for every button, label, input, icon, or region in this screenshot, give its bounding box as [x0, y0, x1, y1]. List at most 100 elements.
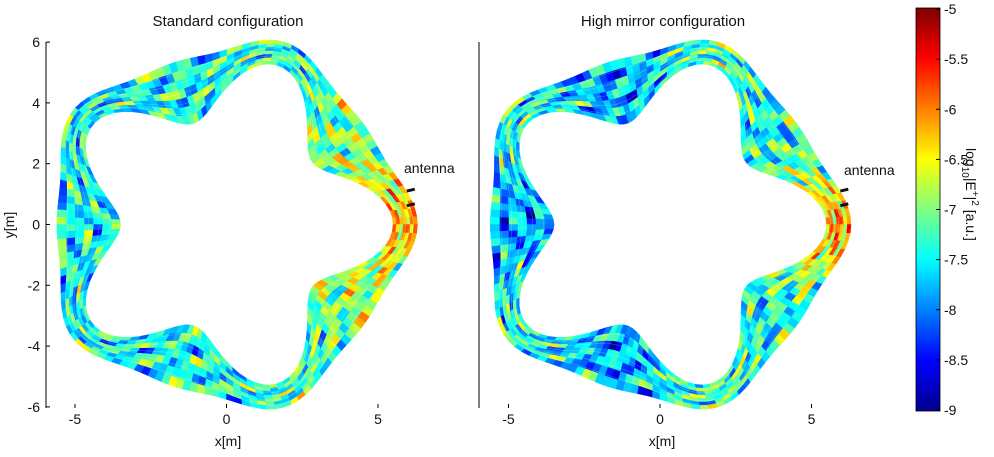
plot-area-high-mirror — [489, 39, 852, 410]
y-tick-label: 2 — [32, 156, 40, 172]
field-cell — [263, 391, 273, 396]
y-tick-label: 4 — [32, 95, 40, 111]
y-tick-label: -6 — [28, 399, 41, 415]
field-cell — [110, 219, 121, 225]
field-cell — [74, 217, 85, 225]
field-cell — [507, 230, 518, 239]
field-cell — [56, 231, 67, 240]
plot-area-standard — [56, 39, 418, 410]
colorbar-tick-label: -6 — [944, 101, 957, 117]
colorbar-tick-label: -5 — [944, 1, 957, 17]
flux-surface-line — [498, 43, 848, 406]
antenna-mark — [839, 187, 849, 193]
panel-title-standard: Standard configuration — [153, 13, 304, 30]
field-cell — [110, 224, 121, 230]
antenna-mark — [839, 202, 849, 208]
x-axis-label-high-mirror: x[m] — [649, 433, 675, 449]
field-cell — [92, 218, 103, 225]
field-cell — [846, 224, 852, 234]
field-cell — [257, 39, 268, 45]
x-ticks-high-mirror: -5 0 5 — [502, 404, 816, 427]
field-cell — [56, 224, 67, 233]
colorbar: -5 -5.5 -6 -6.5 -7 -7.5 -8 -8.5 -9 log10|E+|2 [a… — [915, 1, 980, 418]
field-cell — [264, 398, 275, 403]
field-cell — [74, 210, 85, 219]
antenna-label-high-mirror: antenna — [844, 162, 895, 178]
field-cell — [491, 194, 501, 204]
field-cell — [91, 212, 103, 220]
field-cell — [507, 204, 518, 213]
field-cell — [57, 201, 67, 211]
field-cell — [489, 216, 500, 225]
colorbar-tick-label: -8.5 — [944, 352, 968, 368]
colorbar-ticks: -5 -5.5 -6 -6.5 -7 -7.5 -8 -8.5 -9 — [936, 1, 968, 418]
field-cell — [698, 46, 708, 51]
field-cell — [263, 53, 273, 58]
x-tick-label: -5 — [502, 411, 515, 427]
field-cell — [699, 39, 710, 44]
y-ticks-standard: 6 4 2 0 -2 -4 -6 — [28, 34, 50, 415]
x-tick-label: 5 — [374, 411, 382, 427]
field-cell — [533, 213, 545, 220]
y-axis-label-standard: y[m] — [1, 212, 17, 238]
field-cell — [699, 405, 710, 410]
field-cell — [696, 391, 706, 396]
field-cell — [489, 224, 500, 233]
field-cell — [196, 383, 206, 394]
y-tick-label: 0 — [32, 217, 40, 233]
field-cell — [526, 218, 537, 225]
flux-surface-line — [81, 59, 398, 390]
colorbar-tick-label: -7.5 — [944, 252, 968, 268]
antenna-mark — [406, 187, 416, 193]
field-cell — [257, 404, 268, 410]
field-cell — [691, 39, 702, 45]
x-tick-label: 0 — [656, 411, 664, 427]
field-cell — [490, 201, 501, 211]
x-tick-label: 5 — [808, 411, 816, 427]
y-tick-label: -4 — [28, 338, 41, 354]
panel-high-mirror: High mirror configuration -5 0 5 x[m] ante… — [478, 13, 895, 449]
y-tick-label: 6 — [32, 34, 40, 50]
colorbar-label: log10|E+|2 [a.u.] — [959, 148, 980, 241]
field-cell — [525, 212, 536, 220]
x-tick-label: -5 — [69, 411, 82, 427]
field-cell — [691, 404, 702, 410]
field-cell — [56, 209, 67, 218]
field-cell — [56, 216, 67, 225]
flux-surface-line — [503, 47, 844, 402]
panel-standard: Standard configuration 6 4 2 0 -2 -4 -6 -5 0 5 x… — [1, 13, 455, 449]
flux-surface-line — [73, 51, 406, 398]
flux-surface-line — [65, 43, 414, 406]
field-cell — [508, 224, 518, 232]
field-cell — [490, 231, 501, 240]
field-cell — [508, 217, 518, 225]
field-cell — [526, 224, 537, 231]
field-cell — [57, 194, 67, 204]
field-cell — [92, 224, 103, 231]
colorbar-tick-label: -7 — [944, 202, 957, 218]
antenna-label-standard: antenna — [404, 160, 455, 176]
field-cell — [74, 230, 85, 239]
x-tick-label: 0 — [223, 411, 231, 427]
field-cell — [698, 398, 708, 403]
field-cell — [490, 209, 501, 218]
flux-surface-line — [69, 47, 410, 402]
field-cell — [630, 383, 640, 394]
field-cell — [74, 204, 84, 213]
field-cell — [544, 224, 555, 230]
antenna-mark — [406, 202, 416, 208]
field-cell — [74, 224, 85, 232]
colorbar-tick-label: -5.5 — [944, 51, 968, 67]
field-cell — [412, 215, 418, 225]
field-cell — [264, 46, 275, 51]
flux-surface-line — [511, 55, 835, 394]
panel-title-high-mirror: High mirror configuration — [581, 13, 745, 30]
field-cell — [544, 219, 555, 225]
x-ticks-standard: -5 0 5 — [69, 404, 382, 427]
field-cell — [846, 215, 852, 225]
flux-surface-line — [507, 51, 840, 398]
y-tick-label: -2 — [28, 277, 41, 293]
field-cell — [696, 53, 706, 58]
field-cell — [266, 39, 277, 44]
